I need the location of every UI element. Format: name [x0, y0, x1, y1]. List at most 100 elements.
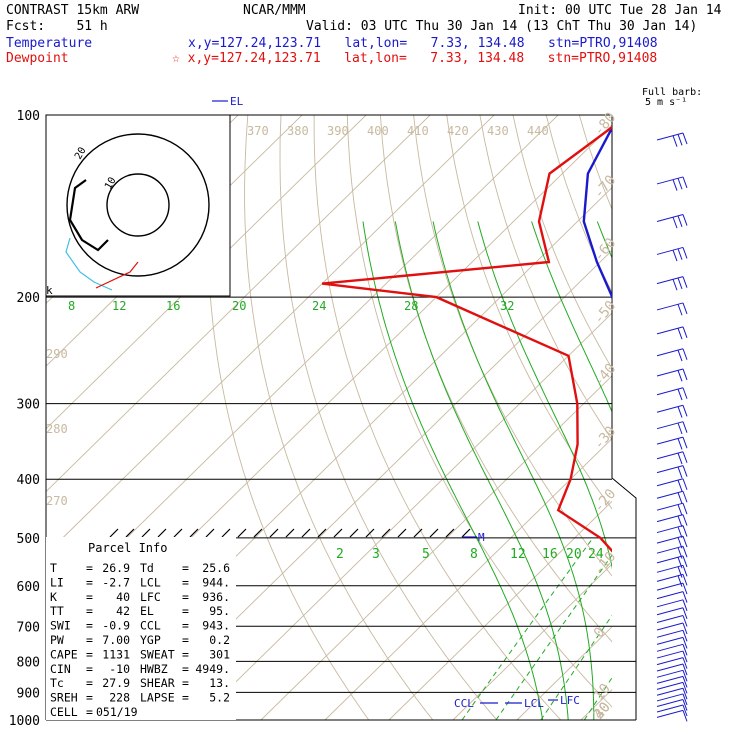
- wind-barb-shaft: [656, 326, 684, 335]
- wind-barb-shaft: [656, 709, 684, 718]
- hodograph-motion: [95, 261, 139, 289]
- wind-barb-flag: [682, 302, 688, 315]
- parcel-info-value: -0.9: [102, 619, 130, 633]
- mixing-ratio-label: 3: [372, 547, 380, 562]
- wind-barb: [656, 675, 688, 688]
- wind-barb-flag: [682, 348, 688, 360]
- isotherm-line: [196, 312, 612, 720]
- moist-adiabat-label: 24: [312, 299, 326, 313]
- parcel-info-value: LCL: [140, 575, 161, 589]
- isotherm-label: -70: [591, 172, 620, 202]
- mixing-ratio-label: 12: [510, 547, 526, 562]
- center-name: NCAR/MMM: [243, 3, 306, 18]
- moist-adiabat-line: [362, 221, 544, 720]
- parcel-info-value: =: [86, 561, 93, 575]
- isotherm-line: [46, 115, 559, 618]
- theta-label-left: 290: [46, 347, 68, 361]
- wind-barb-flag: [682, 699, 688, 711]
- parcel-info-value: CIN: [50, 662, 71, 676]
- level-500-tick: [189, 528, 199, 538]
- dry-adiabat-line: [244, 115, 434, 720]
- model-title: CONTRAST 15km ARW: [6, 3, 139, 18]
- wind-barb-shaft: [656, 573, 684, 582]
- parcel-info-value: LFC: [140, 590, 161, 604]
- parcel-info-value: CAPE: [50, 647, 78, 661]
- wind-barb-flag: [682, 503, 688, 515]
- theta-label: 370: [247, 124, 269, 138]
- isotherm-line: [324, 437, 612, 720]
- wind-barb: [656, 591, 688, 603]
- parcel-info-value: =: [182, 604, 189, 618]
- temperature-label: Temperature: [6, 36, 92, 51]
- wind-barb-flag: [682, 535, 688, 548]
- wind-barb-flag: [672, 135, 678, 147]
- dewpoint-location: ☆ x,y=127.24,123.71 lat,lon= 7.33, 134.4…: [172, 51, 657, 66]
- k-label: k: [46, 284, 53, 297]
- wind-barb: [656, 555, 688, 569]
- pressure-label: 700: [17, 620, 40, 635]
- dry-adiabat-line: [346, 115, 612, 708]
- wind-barb-flag: [682, 478, 688, 490]
- wind-barb-flag: [682, 465, 688, 477]
- wind-barb-flag: [677, 304, 683, 316]
- wind-barb-shaft: [656, 622, 684, 631]
- wind-barb-shaft: [656, 132, 684, 141]
- wind-barb: [656, 582, 688, 595]
- moist-adiabat-line: [432, 221, 595, 720]
- wind-barb-shaft: [656, 545, 684, 554]
- wind-barb-shaft: [656, 214, 684, 223]
- parcel-info-value: =: [86, 705, 93, 719]
- parcel-info-value: 25.6: [202, 561, 230, 575]
- wind-barb-flag: [672, 216, 678, 229]
- wind-barb: [656, 404, 688, 418]
- dewpoint-label: Dewpoint: [6, 51, 69, 66]
- theta-label: 440: [527, 124, 549, 138]
- wind-barb-flag: [682, 405, 688, 417]
- wind-barb: [656, 326, 688, 340]
- dry-adiabat-line: [446, 115, 612, 510]
- wind-barb: [656, 348, 688, 362]
- parcel-info-value: 27.9: [102, 676, 130, 690]
- wind-barb: [656, 663, 688, 676]
- wind-barb-flag: [682, 650, 688, 663]
- moist-adiabat-label: 32: [500, 299, 514, 313]
- parcel-info-title: Parcel Info: [88, 541, 167, 555]
- level-500-tick: [269, 528, 279, 538]
- wind-barb-flag: [682, 682, 688, 694]
- wind-barb-shaft: [656, 663, 684, 672]
- isotherm-line: [46, 115, 495, 555]
- wind-barb-flag: [677, 327, 683, 340]
- wind-barb-shaft: [656, 176, 684, 185]
- wind-barb-flag: [682, 644, 688, 656]
- isotherm-label: -20: [591, 486, 620, 516]
- wind-barb-flag: [682, 670, 688, 682]
- wind-barb-flag: [682, 276, 688, 288]
- wind-barb-flag: [682, 663, 688, 676]
- wind-barb-flag: [677, 215, 683, 228]
- wind-barb: [656, 704, 688, 717]
- isotherm-line: [46, 115, 431, 493]
- wind-barb-flag: [682, 176, 688, 189]
- wind-barb-shaft: [656, 657, 684, 666]
- wind-barb-flag: [682, 637, 688, 649]
- wind-barb-shaft: [656, 615, 684, 623]
- level-500-tick: [381, 528, 391, 538]
- wind-barb-flag: [682, 615, 688, 627]
- wind-barb: [656, 132, 688, 147]
- wind-barb-flag: [672, 249, 678, 262]
- parcel-info-value: CELL: [50, 705, 78, 719]
- dry-adiabat-line: [313, 115, 562, 720]
- wind-barb: [656, 629, 688, 642]
- wind-barb: [656, 302, 688, 316]
- wind-barb-flag: [682, 688, 688, 700]
- level-500-tick: [301, 528, 311, 538]
- wind-barb-flag: [677, 566, 683, 578]
- level-500-tick: [253, 528, 263, 538]
- wind-barb-shaft: [656, 675, 684, 684]
- parcel-info-value: =: [182, 590, 189, 604]
- wind-barb-flag: [682, 599, 688, 611]
- mixing-ratio-label: 5: [422, 547, 430, 562]
- level-500-tick: [333, 528, 343, 538]
- wind-barb-flag: [682, 676, 688, 688]
